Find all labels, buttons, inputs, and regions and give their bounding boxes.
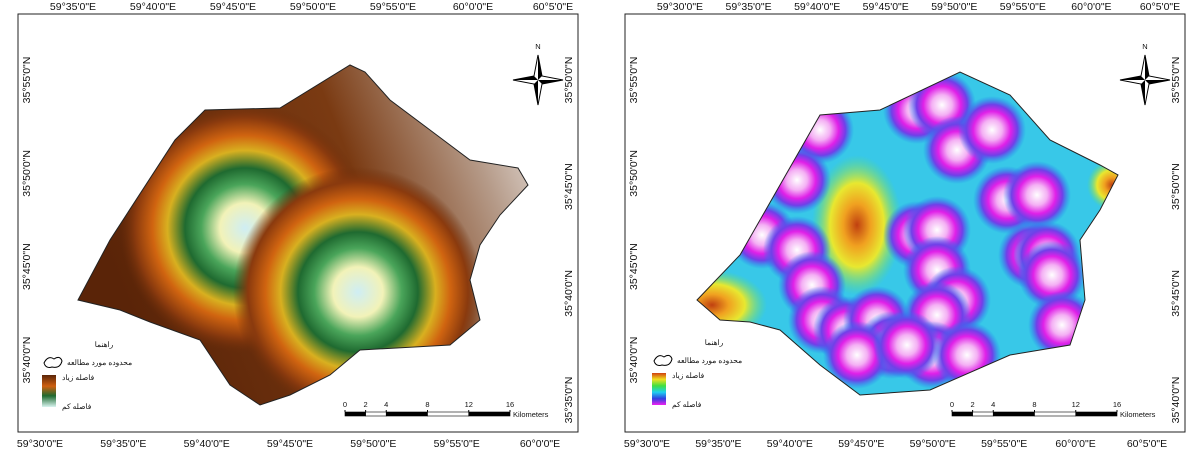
- lat-label: 35°45'0"N: [21, 243, 33, 290]
- scale-segment: [345, 412, 366, 416]
- legend-swatch: [652, 373, 666, 405]
- legend-low: فاصله کم: [62, 402, 92, 411]
- legend-low: فاصله کم: [672, 400, 702, 409]
- legend-high: فاصله زیاد: [62, 373, 95, 382]
- legend-title: راهنما: [705, 338, 724, 347]
- scale-unit: Kilometers: [513, 410, 549, 419]
- scale-label: 16: [506, 400, 514, 409]
- scale-segment: [993, 412, 1034, 416]
- lon-label: 60°5'0"E: [1127, 438, 1167, 450]
- lat-label: 35°40'0"N: [1170, 377, 1182, 424]
- lon-label: 59°55'0"E: [434, 438, 480, 450]
- lon-label: 60°0'0"E: [1071, 1, 1111, 13]
- lat-label: 35°55'0"N: [628, 57, 640, 104]
- lat-label: 35°40'0"N: [628, 337, 640, 384]
- north-label: N: [1142, 42, 1147, 51]
- lon-label: 59°45'0"E: [863, 1, 909, 13]
- lon-label: 59°40'0"E: [794, 1, 840, 13]
- lon-label: 59°40'0"E: [130, 1, 176, 13]
- scale-segment: [428, 412, 469, 416]
- scale-segment: [952, 412, 973, 416]
- lon-label: 59°50'0"E: [290, 1, 336, 13]
- lat-label: 35°55'0"N: [21, 57, 33, 104]
- lon-label: 59°55'0"E: [1000, 1, 1046, 13]
- lon-label: 59°35'0"E: [100, 438, 146, 450]
- lon-label: 60°5'0"E: [533, 1, 573, 13]
- legend-boundary: محدوده مورد مطالعه: [677, 356, 742, 365]
- lon-label: 59°45'0"E: [267, 438, 313, 450]
- scale-segment: [1035, 412, 1076, 416]
- lat-label: 35°40'0"N: [21, 337, 33, 384]
- lon-label: 60°5'0"E: [1140, 1, 1180, 13]
- page: 59°35'0"E 59°40'0"E 59°45'0"E 59°50'0"E 59°5…: [0, 0, 1203, 452]
- scale-segment: [366, 412, 387, 416]
- lon-label: 59°30'0"E: [17, 438, 63, 450]
- lon-label: 59°35'0"E: [695, 438, 741, 450]
- legend-boundary: محدوده مورد مطالعه: [67, 358, 132, 367]
- scale-label: 12: [1072, 400, 1080, 409]
- lon-label: 59°40'0"E: [767, 438, 813, 450]
- lon-label: 59°35'0"E: [50, 1, 96, 13]
- lon-label: 60°0'0"E: [520, 438, 560, 450]
- lon-label: 59°50'0"E: [350, 438, 396, 450]
- scale-label: 0: [950, 400, 954, 409]
- legend-high: فاصله زیاد: [672, 371, 705, 380]
- lat-label: 35°55'0"N: [1170, 57, 1182, 104]
- lat-label: 35°40'0"N: [563, 270, 575, 317]
- lon-label: 59°45'0"E: [210, 1, 256, 13]
- lon-label: 59°55'0"E: [370, 1, 416, 13]
- lat-label: 35°50'0"N: [628, 150, 640, 197]
- scale-label: 8: [1032, 400, 1036, 409]
- lon-label: 59°35'0"E: [726, 1, 772, 13]
- lat-label: 35°45'0"N: [563, 163, 575, 210]
- lon-label: 60°0'0"E: [1055, 438, 1095, 450]
- lat-label: 35°45'0"N: [628, 243, 640, 290]
- raster-blob: [958, 96, 1026, 164]
- scale-label: 2: [971, 400, 975, 409]
- scale-segment: [1076, 412, 1117, 416]
- scale-label: 4: [384, 400, 388, 409]
- lat-label: 35°35'0"N: [563, 377, 575, 424]
- scale-label: 8: [425, 400, 429, 409]
- lon-label: 59°50'0"E: [910, 438, 956, 450]
- lon-label: 59°40'0"E: [184, 438, 230, 450]
- scale-label: 12: [465, 400, 473, 409]
- scale-label: 16: [1113, 400, 1121, 409]
- lat-label: 35°45'0"N: [1170, 270, 1182, 317]
- scale-segment: [469, 412, 510, 416]
- scale-label: 4: [991, 400, 995, 409]
- north-label: N: [535, 42, 540, 51]
- scale-segment: [386, 412, 427, 416]
- scale-unit: Kilometers: [1120, 410, 1156, 419]
- lon-label: 59°30'0"E: [624, 438, 670, 450]
- raster-blob: [873, 311, 941, 379]
- lon-label: 59°50'0"E: [931, 1, 977, 13]
- legend-swatch: [42, 375, 56, 407]
- legend-title: راهنما: [95, 340, 114, 349]
- lon-label: 60°0'0"E: [453, 1, 493, 13]
- lon-label: 59°30'0"E: [657, 1, 703, 13]
- lat-label: 35°50'0"N: [21, 150, 33, 197]
- scale-label: 0: [343, 400, 347, 409]
- scale-label: 2: [364, 400, 368, 409]
- lat-label: 35°50'0"N: [563, 57, 575, 104]
- lon-label: 59°55'0"E: [981, 438, 1027, 450]
- lon-label: 59°45'0"E: [838, 438, 884, 450]
- raster-blob: [1003, 161, 1071, 229]
- lat-label: 35°50'0"N: [1170, 163, 1182, 210]
- scale-segment: [973, 412, 994, 416]
